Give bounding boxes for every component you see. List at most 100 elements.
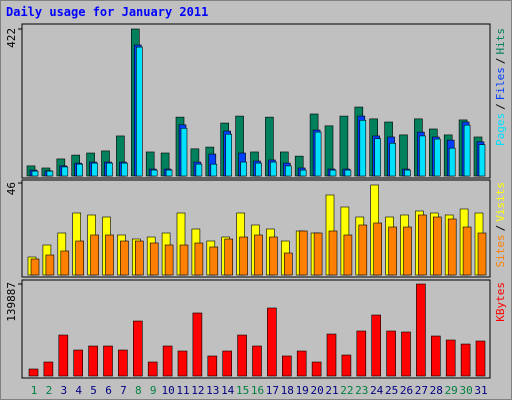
bar (359, 119, 367, 177)
x-tick-label: 16 (251, 384, 264, 397)
bar (240, 161, 247, 177)
x-tick-label: 4 (75, 384, 82, 397)
bar (207, 355, 218, 377)
bar (76, 163, 83, 177)
legend: KBytes (494, 282, 507, 322)
bar (90, 234, 99, 276)
bar (416, 283, 426, 377)
bar (210, 163, 218, 177)
x-tick-label: 23 (355, 384, 368, 397)
bar (329, 169, 337, 177)
bar (60, 250, 70, 276)
legend-separator: / (494, 225, 507, 232)
bar (373, 222, 383, 276)
bar (252, 345, 262, 377)
bar (149, 242, 159, 276)
bar (120, 240, 129, 276)
bar (447, 218, 457, 276)
bar (270, 161, 277, 177)
x-tick-label: 19 (296, 384, 309, 397)
x-tick-label: 1 (31, 384, 38, 397)
bar (150, 169, 158, 177)
bar (43, 361, 54, 377)
legend-separator: / (494, 103, 507, 110)
bar (403, 226, 412, 276)
bar (136, 46, 143, 177)
bar (463, 124, 471, 177)
bar (374, 138, 382, 177)
bar (255, 162, 262, 177)
bar (58, 334, 69, 377)
bar (311, 361, 322, 377)
bar (401, 331, 411, 377)
bar (91, 162, 98, 177)
bar (254, 234, 263, 276)
bar (88, 345, 98, 377)
bar (239, 236, 248, 276)
bar (477, 232, 487, 276)
y-tick-label: 422 (5, 28, 18, 48)
bar (195, 163, 203, 177)
x-tick-label: 2 (46, 384, 53, 397)
y-tick-label: 139887 (5, 282, 18, 322)
bar (344, 169, 352, 177)
bar (419, 135, 426, 177)
bar (118, 349, 128, 377)
legend-entry: Sites (494, 234, 507, 267)
legend-separator: / (494, 58, 507, 65)
x-tick-label: 30 (459, 384, 472, 397)
bar (209, 246, 219, 276)
bar (28, 368, 39, 377)
bar (478, 144, 486, 177)
chart-title: Daily usage for January 2011 (6, 5, 208, 19)
legend-entry: Visits (494, 182, 507, 222)
x-tick-label: 17 (266, 384, 279, 397)
legend-entry: Files (494, 67, 507, 100)
legend-entry: Hits (494, 28, 507, 55)
x-tick-label: 13 (206, 384, 219, 397)
legend-entry: KBytes (494, 282, 507, 322)
bar (194, 242, 204, 276)
bar (371, 314, 382, 377)
bar (314, 131, 322, 177)
x-tick-label: 26 (400, 384, 413, 397)
bar (388, 226, 397, 276)
bar (404, 169, 411, 177)
bar (73, 349, 83, 377)
bar (386, 330, 396, 377)
bar (324, 125, 334, 177)
x-tick-label: 21 (325, 384, 338, 397)
bar (103, 345, 113, 377)
x-tick-label: 9 (150, 384, 157, 397)
x-tick-label: 28 (430, 384, 443, 397)
bar (389, 142, 396, 177)
bar (460, 343, 471, 377)
bar (105, 234, 114, 276)
bar (133, 320, 143, 377)
bar (267, 307, 277, 377)
x-tick-label: 11 (176, 384, 189, 397)
bar (299, 169, 307, 177)
bar (269, 236, 278, 276)
bar (222, 350, 232, 377)
bar (326, 333, 337, 377)
bar (45, 254, 55, 276)
bar (31, 170, 39, 177)
x-tick-label: 7 (120, 384, 127, 397)
x-tick-label: 8 (135, 384, 142, 397)
x-tick-label: 14 (221, 384, 235, 397)
bar (356, 330, 367, 377)
bar (418, 214, 427, 276)
bar (165, 169, 173, 177)
bar (475, 340, 486, 377)
legend: Pages / Files / Hits (494, 28, 507, 146)
bar (283, 252, 293, 276)
bar (224, 238, 233, 276)
x-tick-label: 24 (370, 384, 384, 397)
x-tick-label: 22 (340, 384, 353, 397)
bar (179, 244, 189, 276)
x-tick-label: 31 (474, 384, 487, 397)
bar (358, 224, 368, 276)
y-tick-label: 46 (5, 182, 18, 195)
x-tick-label: 15 (236, 384, 249, 397)
